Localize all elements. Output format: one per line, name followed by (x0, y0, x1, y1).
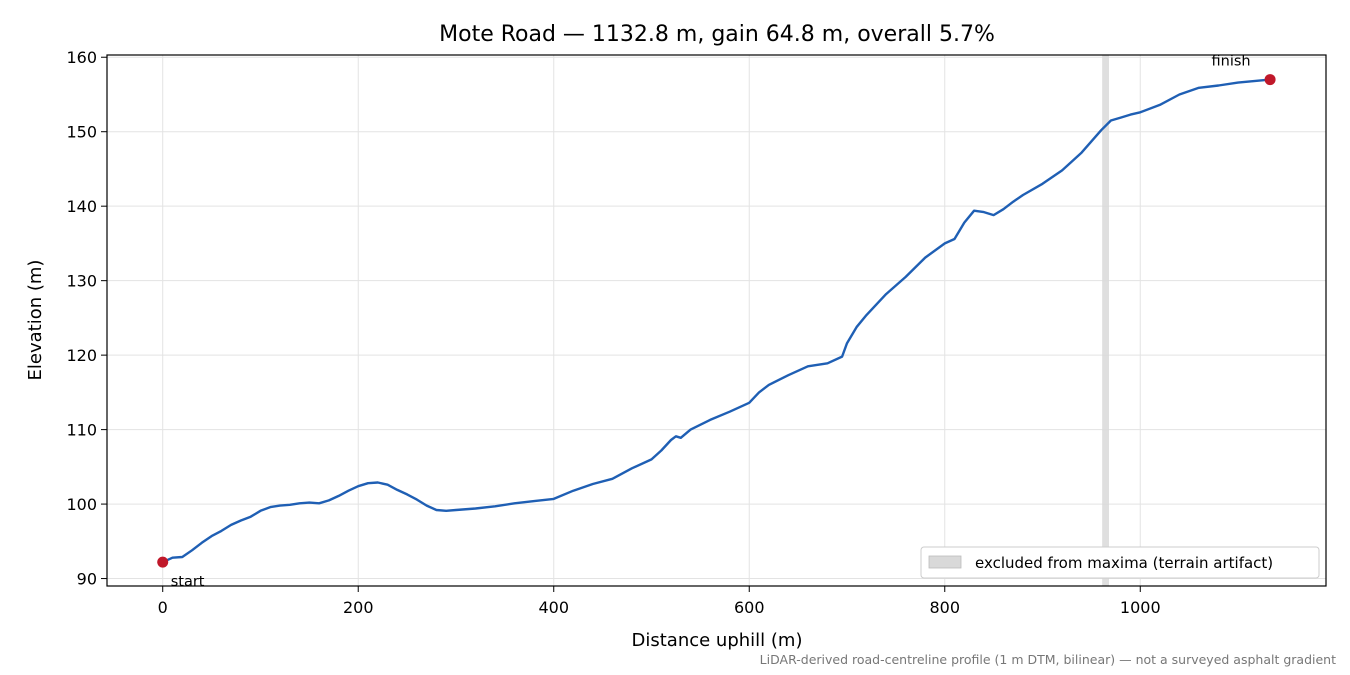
y-tick-label: 110 (66, 421, 97, 440)
grid (107, 55, 1326, 586)
x-tick-label: 1000 (1120, 598, 1161, 617)
y-tick-label: 130 (66, 272, 97, 291)
y-tick-label: 150 (66, 123, 97, 142)
x-tick-label: 600 (734, 598, 765, 617)
footnote: LiDAR-derived road-centreline profile (1… (760, 652, 1336, 667)
finish-label: finish (1212, 54, 1251, 70)
excluded-band-layer (1102, 55, 1109, 586)
x-tick-label: 800 (929, 598, 960, 617)
tick-layer: 0 200 400 600 800 1000 90 100 110 120 130 140 150 160 (66, 48, 1160, 617)
start-point (157, 556, 169, 568)
x-axis-label: Distance uphill (m) (632, 630, 803, 651)
x-tick-label: 0 (158, 598, 168, 617)
y-axis-label: Elevation (m) (25, 260, 46, 381)
y-tick-label: 140 (66, 197, 97, 216)
line-layer: start finish (157, 54, 1276, 590)
y-tick-label: 100 (66, 495, 97, 514)
x-tick-label: 200 (343, 598, 374, 617)
start-label: start (171, 574, 205, 590)
elevation-line (162, 78, 1271, 564)
plot-frame (106, 54, 1327, 587)
finish-point (1264, 74, 1276, 86)
y-tick-label: 120 (66, 346, 97, 365)
legend-label: excluded from maxima (terrain artifact) (975, 554, 1273, 572)
y-tick-label: 160 (66, 48, 97, 67)
y-tick-label: 90 (77, 570, 97, 589)
legend-swatch (928, 555, 962, 569)
x-tick-label: 400 (538, 598, 569, 617)
excluded-band (1102, 55, 1109, 586)
legend: excluded from maxima (terrain artifact) (920, 546, 1320, 579)
chart-title: Mote Road — 1132.8 m, gain 64.8 m, overa… (439, 22, 995, 47)
legend-box (920, 546, 1320, 579)
